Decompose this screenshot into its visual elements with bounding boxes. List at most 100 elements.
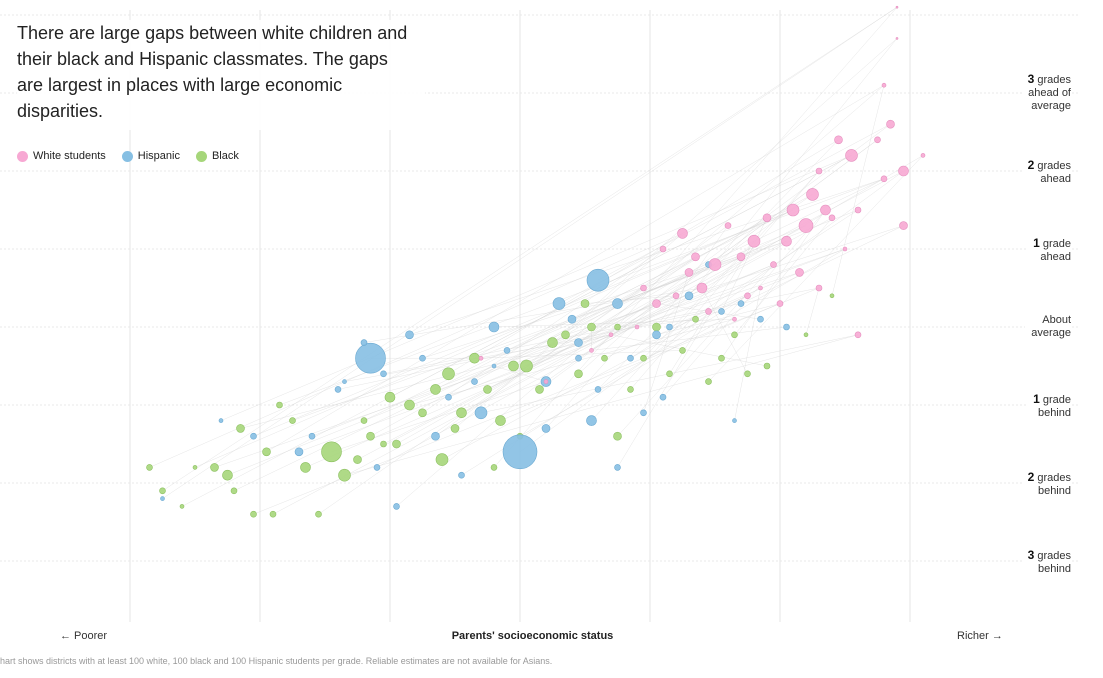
- district-link: [565, 225, 904, 336]
- data-point: [627, 386, 634, 393]
- data-point: [334, 386, 342, 393]
- data-point: [842, 246, 848, 252]
- data-point: [732, 418, 737, 423]
- data-point: [708, 258, 722, 271]
- district-link: [298, 248, 846, 453]
- data-point: [895, 5, 899, 9]
- data-point: [574, 369, 583, 379]
- y-label-1-behind: 1 grade behind: [1027, 391, 1071, 422]
- data-point: [806, 188, 819, 201]
- data-point: [737, 300, 745, 307]
- data-point: [442, 367, 455, 381]
- district-link: [162, 6, 898, 492]
- district-link: [363, 209, 794, 421]
- x-axis-title: Parents' socioeconomic status: [451, 630, 614, 642]
- legend-item-white: White students: [17, 150, 106, 162]
- data-point: [418, 408, 427, 418]
- data-point: [353, 455, 362, 464]
- y-label-average: About average: [1025, 312, 1071, 342]
- data-point: [612, 298, 623, 309]
- data-point: [786, 203, 800, 217]
- district-link: [721, 217, 768, 312]
- data-point: [567, 314, 577, 324]
- district-link: [708, 155, 924, 382]
- district-link: [734, 287, 761, 421]
- data-point: [880, 175, 888, 183]
- data-point: [601, 354, 608, 362]
- district-link: [344, 334, 859, 476]
- data-point: [718, 308, 725, 315]
- data-point: [781, 235, 792, 247]
- district-link: [545, 326, 638, 429]
- data-point: [803, 332, 809, 338]
- x-label-poorer: ← Poorer: [60, 630, 108, 642]
- y-label-3-behind: 3 grades behind: [1021, 547, 1071, 578]
- data-point: [392, 439, 401, 449]
- district-link: [149, 233, 683, 468]
- data-point: [495, 415, 506, 426]
- district-link: [617, 241, 755, 468]
- district-link: [266, 84, 885, 453]
- data-point: [705, 378, 712, 385]
- data-point: [747, 234, 761, 248]
- district-link: [194, 209, 794, 468]
- data-point: [640, 354, 647, 362]
- district-link: [669, 311, 709, 374]
- district-link: [513, 272, 800, 367]
- district-link: [656, 303, 781, 336]
- data-point: [380, 370, 387, 378]
- data-point: [828, 214, 836, 222]
- data-point: [308, 432, 316, 440]
- data-point: [659, 245, 667, 253]
- data-point: [763, 362, 771, 370]
- district-link: [617, 264, 774, 437]
- data-point: [435, 453, 449, 466]
- data-point: [502, 434, 538, 470]
- data-point: [744, 292, 751, 300]
- district-link: [253, 287, 820, 515]
- district-link: [461, 225, 807, 414]
- legend-swatch-white: [17, 150, 28, 162]
- footnote: hart shows districts with at least 100 w…: [0, 656, 553, 666]
- data-point: [920, 153, 926, 158]
- district-link: [292, 240, 787, 421]
- data-point: [736, 252, 746, 262]
- legend-swatch-hispanic: [121, 150, 133, 162]
- data-point: [384, 391, 396, 403]
- data-point: [854, 206, 862, 214]
- data-point: [276, 401, 283, 409]
- data-point: [820, 204, 831, 216]
- chart-headline: There are large gaps between white child…: [17, 20, 425, 130]
- data-point: [146, 464, 153, 471]
- data-point: [160, 496, 165, 501]
- data-points: [146, 5, 926, 518]
- data-point: [718, 354, 725, 362]
- data-point: [614, 323, 621, 331]
- data-point: [795, 268, 804, 277]
- district-link: [591, 170, 820, 421]
- district-link: [636, 318, 696, 328]
- data-point: [815, 167, 823, 175]
- data-point: [360, 417, 368, 424]
- data-point: [488, 321, 500, 333]
- legend: White students Hispanic Black: [17, 150, 239, 162]
- district-link: [500, 303, 781, 421]
- data-point: [744, 370, 751, 378]
- legend-label-hispanic: Hispanic: [137, 150, 180, 162]
- district-link: [448, 139, 839, 375]
- data-point: [210, 463, 219, 472]
- data-point: [250, 432, 257, 440]
- district-link: [409, 318, 735, 406]
- data-point: [574, 338, 583, 347]
- data-point: [450, 424, 460, 433]
- district-link: [233, 178, 885, 492]
- data-point: [874, 136, 881, 144]
- data-point: [503, 347, 511, 354]
- district-link: [526, 38, 898, 367]
- district-link: [357, 170, 904, 460]
- data-point: [321, 441, 342, 463]
- district-link: [643, 241, 755, 359]
- data-point: [640, 409, 647, 417]
- district-link: [701, 287, 748, 374]
- data-point: [732, 316, 737, 322]
